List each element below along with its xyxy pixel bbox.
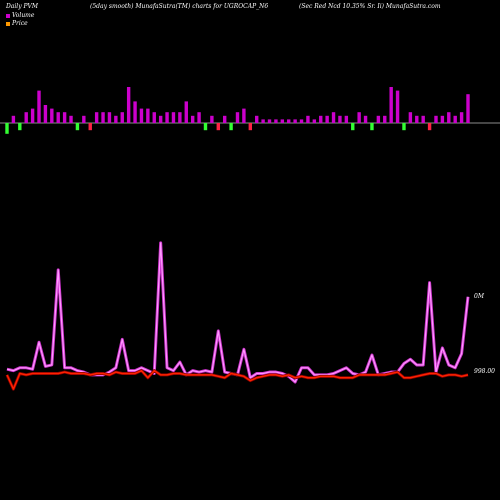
- volume-bar: [101, 112, 105, 123]
- volume-bar: [383, 115, 387, 123]
- volume-bar: [158, 115, 163, 123]
- volume-bar: [69, 115, 73, 123]
- volume-bar: [152, 112, 156, 123]
- volume-bar: [203, 123, 208, 131]
- volume-bar: [171, 112, 176, 123]
- header-right: (Sec Red Ncd 10.35% Sr. Ii) MunafaSutra.…: [299, 3, 441, 10]
- volume-bar: [50, 108, 54, 123]
- volume-bar: [75, 123, 80, 131]
- volume-bar: [30, 108, 35, 123]
- volume-bar: [267, 119, 272, 123]
- volume-bar: [351, 123, 355, 131]
- volume-bar: [280, 119, 285, 123]
- volume-bar: [255, 115, 259, 123]
- volume-bar: [427, 123, 432, 131]
- volume-bar: [94, 112, 99, 123]
- volume-bar: [274, 119, 278, 123]
- volume-bar: [216, 123, 220, 131]
- volume-bar: [421, 115, 425, 123]
- volume-bar: [453, 115, 457, 123]
- legend-price: Price: [6, 20, 28, 27]
- volume-bar: [235, 112, 240, 123]
- chart-lines: [5, 241, 470, 391]
- volume-bar: [299, 119, 304, 123]
- volume-bar: [402, 123, 406, 131]
- volume-bar: [242, 108, 246, 123]
- header-left: Daily PVM: [6, 3, 39, 10]
- volume-bar: [37, 90, 41, 123]
- volume-bar: [88, 123, 92, 131]
- volume-bar: [107, 112, 112, 123]
- volume-bar: [363, 115, 368, 123]
- volume-bar: [56, 112, 60, 123]
- volume-bar: [338, 115, 342, 123]
- volume-bar: [197, 112, 201, 123]
- legend-price-swatch: [6, 21, 10, 26]
- volume-bar: [18, 123, 22, 131]
- volume-bar: [344, 115, 349, 123]
- volume-bar: [178, 112, 182, 123]
- volume-bar: [62, 112, 67, 123]
- volume-bar: [447, 112, 451, 123]
- volume-bar: [287, 119, 291, 123]
- header-center: (5day smooth) MunafaSutra(TM) charts for…: [90, 3, 269, 10]
- volume-bar: [408, 112, 413, 123]
- legend-price-label: Price: [12, 20, 28, 27]
- volume-bar: [312, 119, 317, 123]
- price-last-label: 998.00: [474, 368, 495, 375]
- volume-last-label: 0M: [474, 293, 485, 300]
- volume-bar: [126, 87, 131, 123]
- volume-bar: [325, 115, 329, 123]
- legend-volume: Volume: [6, 12, 34, 19]
- volume-bar: [248, 123, 253, 131]
- volume-bar: [466, 94, 470, 123]
- volume-bar: [434, 115, 438, 123]
- volume-bar: [222, 115, 227, 123]
- volume-bar: [440, 115, 445, 123]
- volume-bar: [376, 115, 381, 123]
- volume-bar: [293, 119, 297, 123]
- volume-bar: [24, 112, 28, 123]
- volume-bar: [357, 112, 361, 123]
- volume-bars: [5, 87, 470, 134]
- volume-bar: [261, 119, 265, 123]
- volume-line-glow: [6, 241, 470, 384]
- volume-bar: [229, 123, 233, 131]
- volume-bar: [389, 87, 393, 123]
- volume-bar: [43, 105, 48, 123]
- legend-volume-swatch: [6, 13, 10, 18]
- volume-bar: [165, 112, 169, 123]
- volume-bar: [133, 101, 137, 123]
- volume-bar: [120, 112, 124, 123]
- volume-bar: [146, 108, 150, 123]
- volume-bar: [190, 115, 195, 123]
- volume-bar: [82, 115, 86, 123]
- volume-bar: [139, 108, 144, 123]
- price-line: [6, 369, 469, 390]
- volume-bar: [319, 115, 323, 123]
- volume-bar: [415, 115, 419, 123]
- volume-bar: [459, 112, 464, 123]
- volume-bar: [210, 115, 214, 123]
- volume-bar: [331, 112, 336, 123]
- volume-bar: [395, 90, 400, 123]
- volume-bar: [5, 123, 9, 134]
- volume-line: [6, 242, 469, 383]
- volume-bar: [114, 115, 118, 123]
- volume-bar: [184, 101, 188, 123]
- volume-bar: [370, 123, 374, 131]
- volume-bar: [11, 115, 16, 123]
- volume-bar: [306, 115, 310, 123]
- legend-volume-label: Volume: [12, 12, 35, 19]
